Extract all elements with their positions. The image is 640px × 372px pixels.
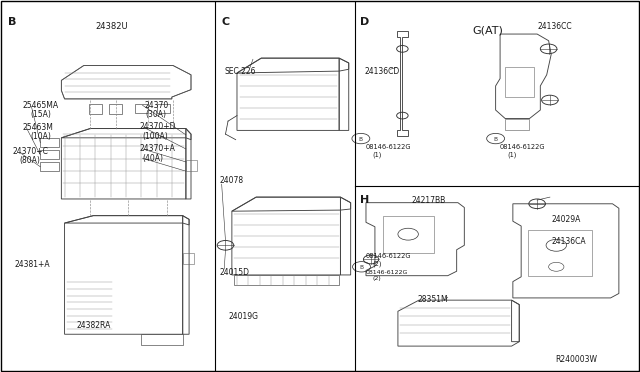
Text: 24370+A: 24370+A [140, 144, 176, 154]
Text: H: H [360, 195, 369, 205]
Text: R240003W: R240003W [555, 355, 597, 363]
Text: (10A): (10A) [30, 132, 51, 141]
Text: 25465MA: 25465MA [22, 101, 58, 110]
Text: (2): (2) [372, 276, 381, 281]
Text: (2): (2) [372, 260, 382, 267]
Text: 25463M: 25463M [22, 123, 53, 132]
Text: 24029A: 24029A [551, 215, 580, 224]
Text: 24381+A: 24381+A [15, 260, 51, 269]
Text: 24370+D: 24370+D [140, 122, 177, 131]
Bar [505, 67, 534, 97]
Text: 24015D: 24015D [219, 267, 249, 276]
Bar [40, 150, 60, 159]
Text: (100A): (100A) [143, 132, 168, 141]
Bar [182, 253, 194, 264]
Bar [40, 138, 60, 147]
Text: 24078: 24078 [219, 176, 243, 185]
Text: 24370+C: 24370+C [12, 147, 48, 156]
Text: SEC.226: SEC.226 [224, 67, 256, 76]
Text: 24382RA: 24382RA [76, 321, 111, 330]
Bar [383, 216, 434, 253]
Text: (30A): (30A) [146, 110, 166, 119]
Text: (1): (1) [372, 152, 381, 158]
Text: (15A): (15A) [30, 110, 51, 119]
Text: (1): (1) [507, 152, 516, 158]
Bar [89, 105, 102, 114]
Text: B: B [359, 137, 363, 142]
Text: 08146-6122G: 08146-6122G [500, 144, 545, 151]
Text: (40A): (40A) [143, 154, 163, 163]
Text: 28351M: 28351M [417, 295, 448, 304]
Text: G(AT): G(AT) [472, 26, 503, 36]
Text: (80A): (80A) [20, 156, 41, 165]
Text: 24382U: 24382U [95, 22, 128, 31]
Bar [157, 104, 170, 113]
Text: 08146-6122G: 08146-6122G [365, 144, 411, 151]
Text: 24136CD: 24136CD [365, 67, 400, 76]
Text: B: B [493, 137, 498, 142]
Text: 08146-6122G: 08146-6122G [365, 253, 411, 259]
Text: 24217BB: 24217BB [412, 196, 446, 205]
Text: 24136CC: 24136CC [537, 22, 572, 31]
Text: 24019G: 24019G [228, 312, 258, 321]
Text: D: D [360, 17, 369, 28]
Text: 08146-6122G: 08146-6122G [366, 270, 408, 275]
Bar [186, 160, 197, 171]
Bar [109, 105, 122, 114]
Text: B: B [8, 17, 17, 28]
Text: B: B [360, 265, 364, 270]
Text: 24370: 24370 [145, 101, 168, 110]
Bar [40, 162, 60, 171]
Text: C: C [221, 17, 229, 28]
Bar [528, 230, 592, 276]
Bar [135, 104, 148, 113]
Text: 24136CA: 24136CA [551, 237, 586, 246]
